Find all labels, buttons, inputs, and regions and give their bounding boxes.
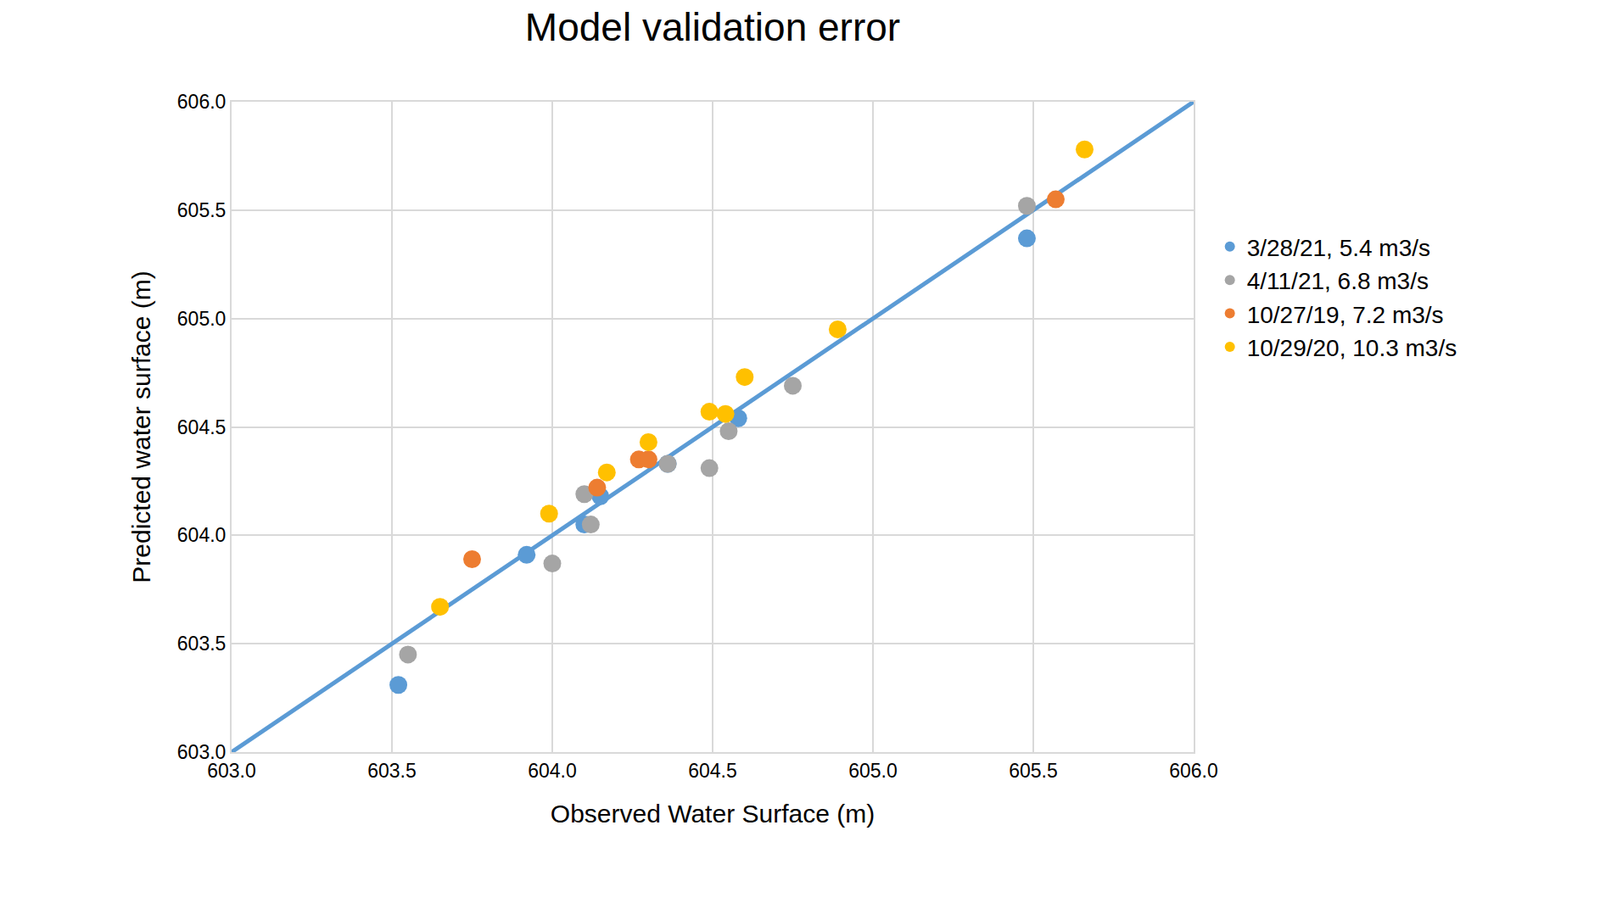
svg-text:603.0: 603.0 <box>206 760 257 783</box>
svg-text:603.0: 603.0 <box>177 741 227 764</box>
svg-text:604.0: 604.0 <box>527 760 577 783</box>
svg-text:605.5: 605.5 <box>1008 760 1058 783</box>
svg-text:10/29/20, 10.3 m3/s: 10/29/20, 10.3 m3/s <box>1247 335 1458 362</box>
svg-text:605.5: 605.5 <box>177 199 227 222</box>
svg-text:604.0: 604.0 <box>177 524 227 547</box>
svg-text:4/11/21, 6.8 m3/s: 4/11/21, 6.8 m3/s <box>1247 268 1429 295</box>
svg-text:603.5: 603.5 <box>177 632 227 655</box>
svg-text:605.0: 605.0 <box>177 307 227 331</box>
svg-text:3/28/21, 5.4 m3/s: 3/28/21, 5.4 m3/s <box>1247 234 1431 262</box>
svg-text:Predicted water surface (m): Predicted water surface (m) <box>127 270 156 583</box>
svg-text:605.0: 605.0 <box>848 760 898 783</box>
svg-text:603.5: 603.5 <box>367 760 417 783</box>
svg-text:10/27/19, 7.2 m3/s: 10/27/19, 7.2 m3/s <box>1247 302 1444 329</box>
svg-text:Model validation error: Model validation error <box>525 5 901 50</box>
svg-text:Observed Water Surface (m): Observed Water Surface (m) <box>550 800 875 828</box>
svg-text:606.0: 606.0 <box>1169 760 1219 783</box>
svg-text:604.5: 604.5 <box>177 416 227 439</box>
svg-text:606.0: 606.0 <box>177 90 227 113</box>
svg-text:604.5: 604.5 <box>688 760 738 783</box>
